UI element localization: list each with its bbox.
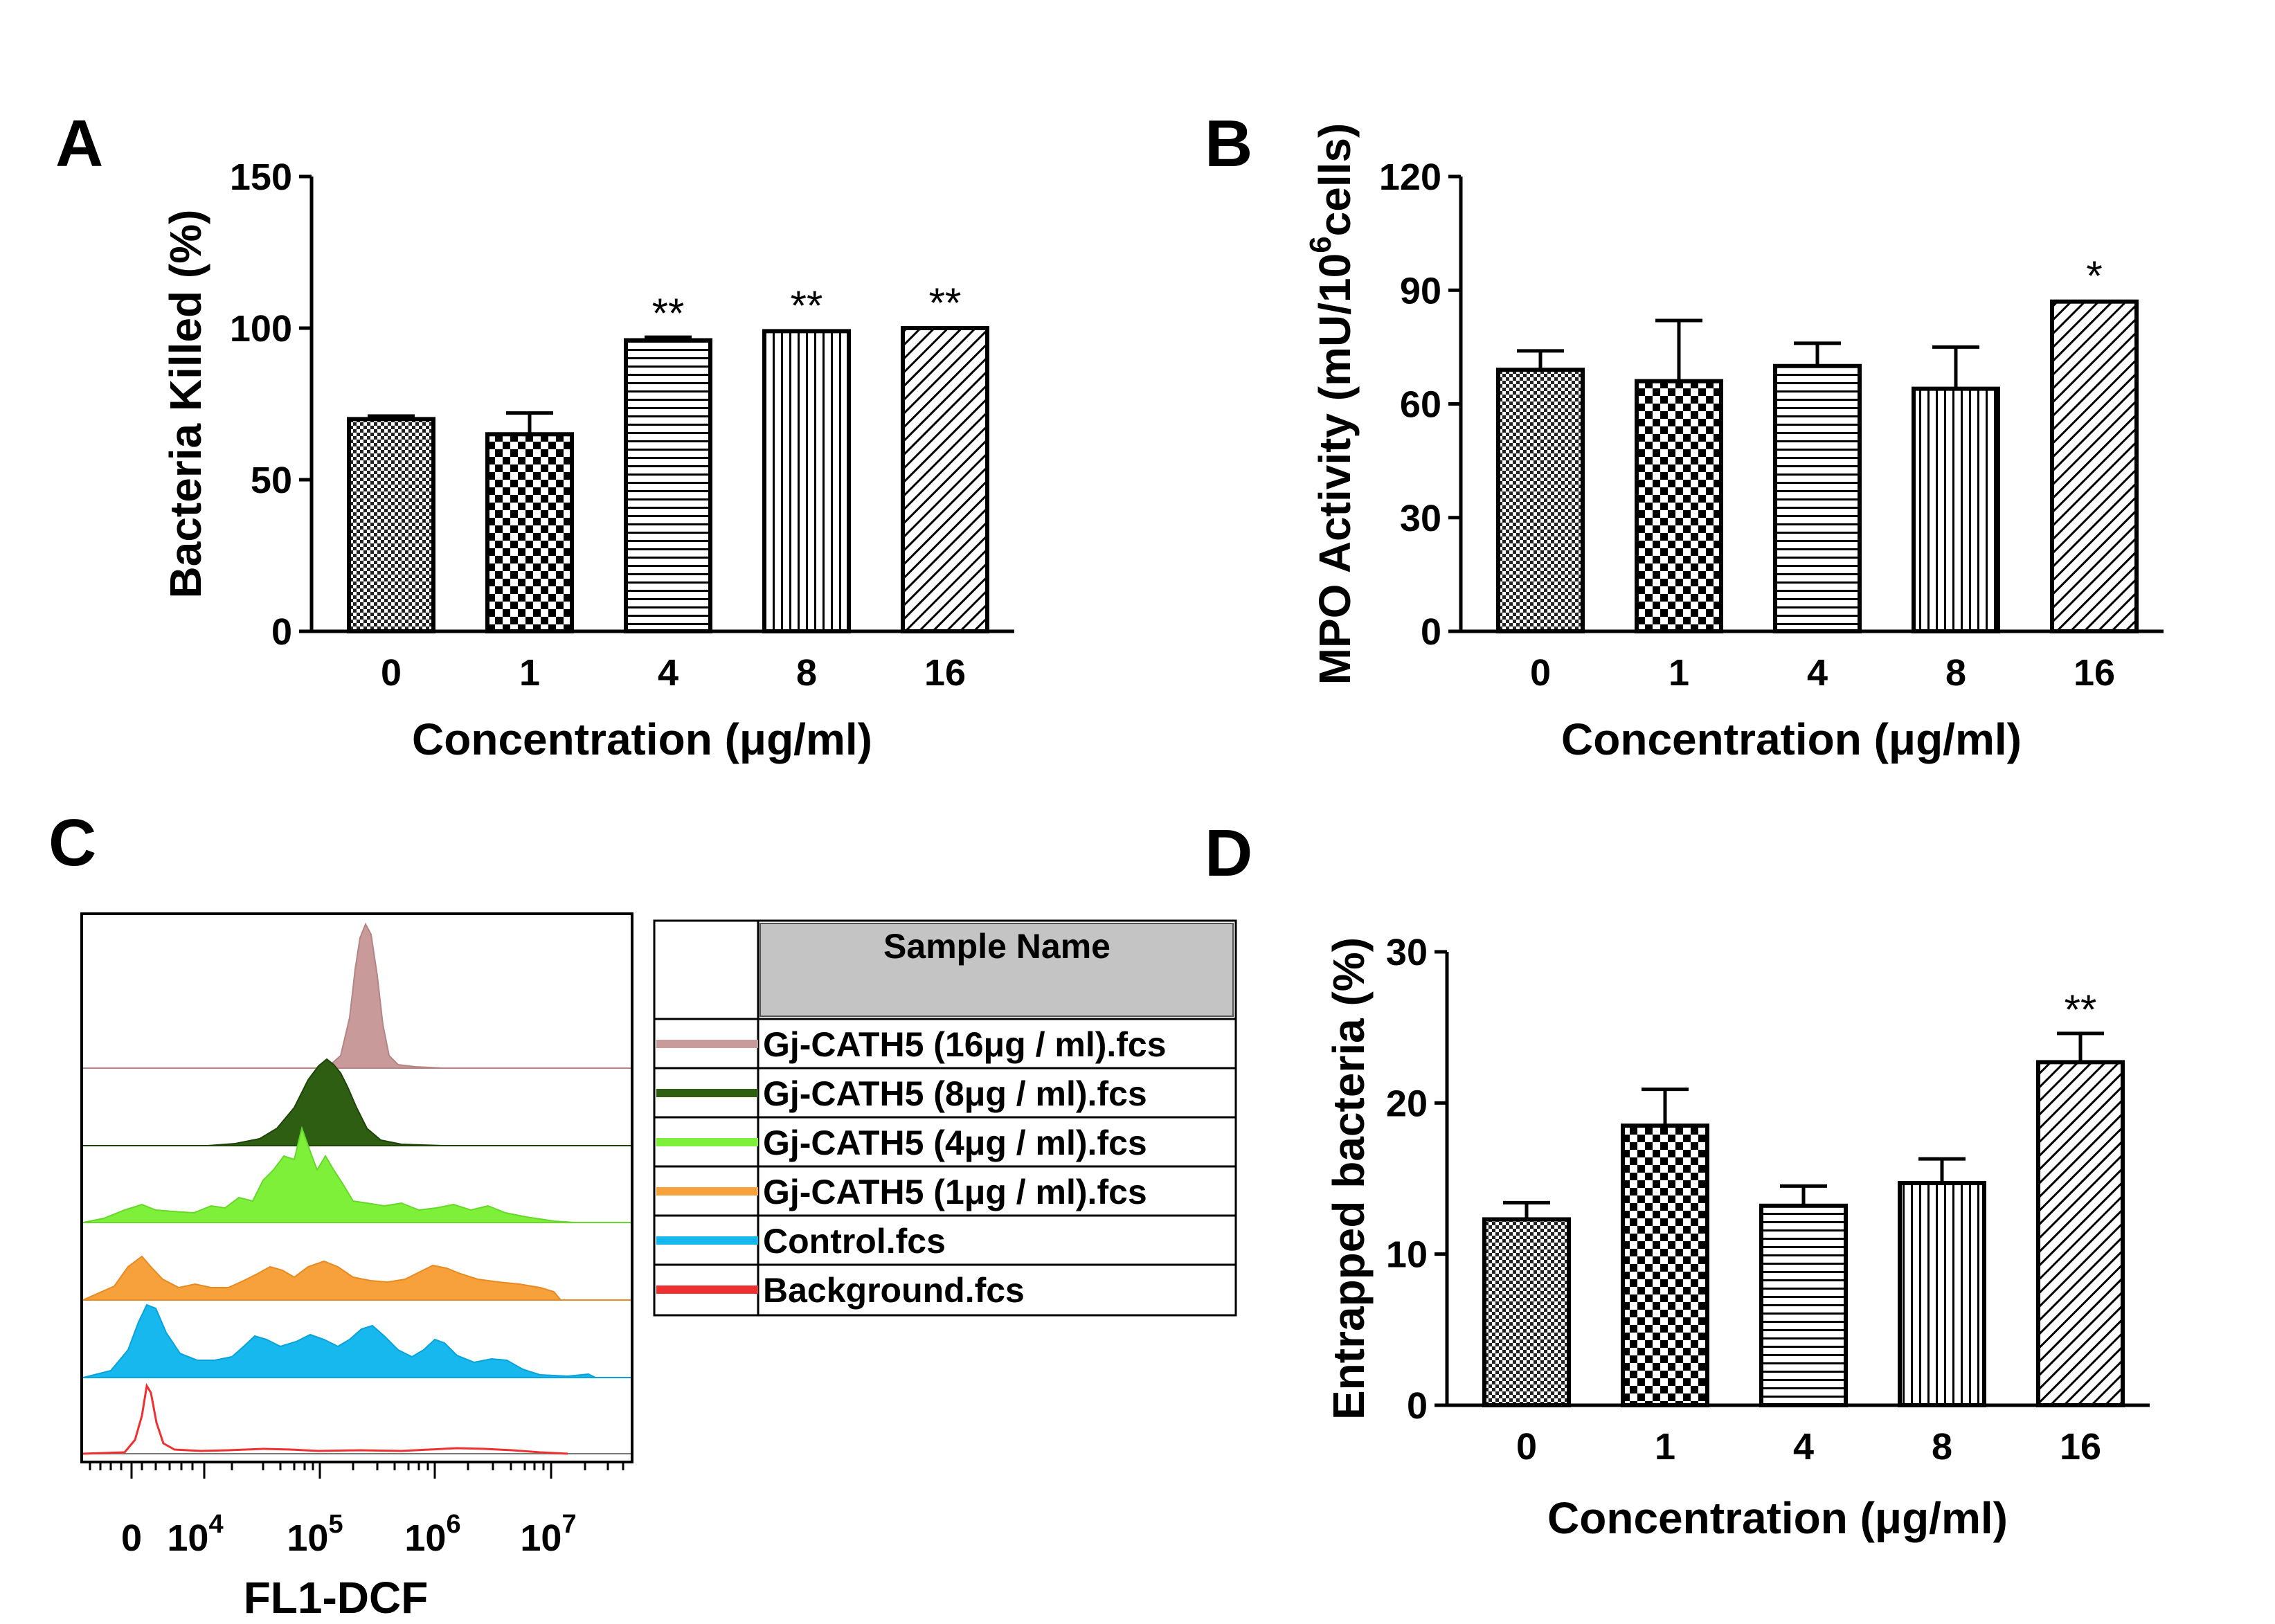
histogram-1ug — [82, 1255, 631, 1301]
y-tick-label: 50 — [251, 460, 292, 501]
panel-label-c: C — [48, 806, 96, 880]
bar-chart-a: 0 50 100 150 0 1 4 ** 8 ** 16 ** Concentration (μg/m… — [161, 156, 1014, 764]
histogram-tick-0: 0 — [121, 1517, 142, 1559]
histogram-tick-1e7: 107 — [520, 1510, 576, 1559]
bar-0 — [1482, 1217, 1571, 1407]
legend-header: Sample Name — [883, 927, 1110, 966]
x-tick-label: 4 — [1793, 1426, 1814, 1468]
histogram-control — [82, 1303, 631, 1378]
bar-16 — [901, 326, 989, 633]
bar-1 — [485, 432, 574, 633]
x-tick-label: 8 — [1945, 652, 1966, 694]
bar-0 — [1496, 368, 1585, 633]
histogram-tick-1e4: 104 — [167, 1510, 223, 1559]
legend-label-control: Control.fcs — [763, 1222, 946, 1261]
x-tick-label: 4 — [658, 652, 678, 694]
y-tick-label: 90 — [1400, 270, 1441, 312]
legend-header-cell — [759, 923, 1234, 1017]
x-tick-label: 0 — [1530, 652, 1551, 694]
x-tick-label: 1 — [519, 652, 540, 694]
bar-8 — [762, 329, 851, 633]
x-tick-label: 16 — [2060, 1426, 2101, 1468]
bar-8 — [1898, 1181, 1986, 1408]
panel-label-a: A — [55, 107, 103, 181]
histogram-4ug — [82, 1126, 631, 1223]
bar-4 — [1773, 363, 1862, 633]
x-tick-label: 8 — [1932, 1426, 1952, 1468]
y-tick-label: 100 — [230, 308, 292, 350]
bar-chart-b: 0 30 60 90 120 0 1 4 8 16 * Concentration (μg/ml) MP… — [1304, 123, 2164, 764]
y-tick-label: 30 — [1386, 932, 1428, 973]
significance-marker: * — [2086, 253, 2102, 299]
y-tick-label: 0 — [1407, 1385, 1428, 1427]
panel-label-b: B — [1205, 107, 1252, 181]
y-tick-label: 30 — [1400, 498, 1441, 539]
bar-4 — [624, 338, 712, 633]
significance-marker: ** — [2065, 986, 2097, 1033]
histogram-16ug — [83, 922, 631, 1069]
legend-label-16ug: Gj-CATH5 (16μg / ml).fcs — [763, 1025, 1167, 1064]
bar-1 — [1635, 379, 1723, 634]
panel-label-d: D — [1205, 816, 1252, 890]
significance-marker: ** — [652, 290, 685, 336]
histogram-legend: Sample Name Gj-CATH5 (16μg / ml).fcs Gj-… — [653, 919, 1237, 1317]
histogram-x-ticks — [89, 1462, 624, 1479]
histogram-background — [82, 1382, 568, 1455]
y-tick-label: 0 — [1421, 611, 1441, 653]
x-axis-label: Concentration (μg/ml) — [1561, 714, 2022, 764]
y-axis-label: Entrapped bacteria (%) — [1324, 937, 1374, 1420]
x-axis-label: Concentration (μg/ml) — [1547, 1493, 2008, 1543]
x-axis-label: Concentration (μg/ml) — [412, 714, 872, 764]
x-tick-label: 0 — [381, 652, 402, 694]
histogram-8ug — [83, 1058, 631, 1146]
legend-label-8ug: Gj-CATH5 (8μg / ml).fcs — [763, 1074, 1147, 1113]
y-tick-label: 120 — [1379, 156, 1441, 198]
y-axis-label: Bacteria Killed (%) — [161, 210, 210, 599]
bar-16 — [2036, 1060, 2125, 1407]
bar-16 — [2050, 299, 2139, 633]
y-axis-label: MPO Activity (mU/106cells) — [1304, 123, 1360, 685]
y-tick-label: 0 — [271, 611, 292, 653]
bar-4 — [1759, 1203, 1848, 1408]
bar-chart-d: 0 10 20 30 0 1 4 8 16 ** Concentration (μg/ml) Entr… — [1324, 932, 2150, 1543]
x-tick-label: 8 — [796, 652, 817, 694]
histogram-overlay-c: 0 104 105 106 107 FL1-DCF Sample Name Gj… — [80, 912, 1237, 1623]
legend-label-background: Background.fcs — [763, 1271, 1025, 1310]
y-tick-label: 20 — [1386, 1083, 1428, 1124]
x-tick-label: 1 — [1655, 1426, 1675, 1468]
bar-1 — [1621, 1124, 1709, 1408]
x-tick-label: 0 — [1516, 1426, 1537, 1468]
x-tick-label: 1 — [1669, 652, 1689, 694]
bar-0 — [347, 417, 435, 634]
significance-marker: ** — [929, 280, 962, 326]
y-tick-label: 60 — [1400, 384, 1441, 426]
histogram-x-label: FL1-DCF — [244, 1573, 429, 1623]
bar-8 — [1912, 386, 2000, 633]
legend-label-1ug: Gj-CATH5 (1μg / ml).fcs — [763, 1173, 1147, 1211]
x-tick-label: 16 — [2074, 652, 2115, 694]
histogram-tick-1e5: 105 — [287, 1510, 343, 1559]
x-tick-label: 4 — [1807, 652, 1828, 694]
significance-marker: ** — [791, 282, 823, 329]
x-tick-label: 16 — [924, 652, 966, 694]
legend-label-4ug: Gj-CATH5 (4μg / ml).fcs — [763, 1124, 1147, 1162]
y-tick-label: 150 — [230, 156, 292, 198]
histogram-tick-1e6: 106 — [404, 1510, 460, 1559]
y-tick-label: 10 — [1386, 1234, 1428, 1276]
